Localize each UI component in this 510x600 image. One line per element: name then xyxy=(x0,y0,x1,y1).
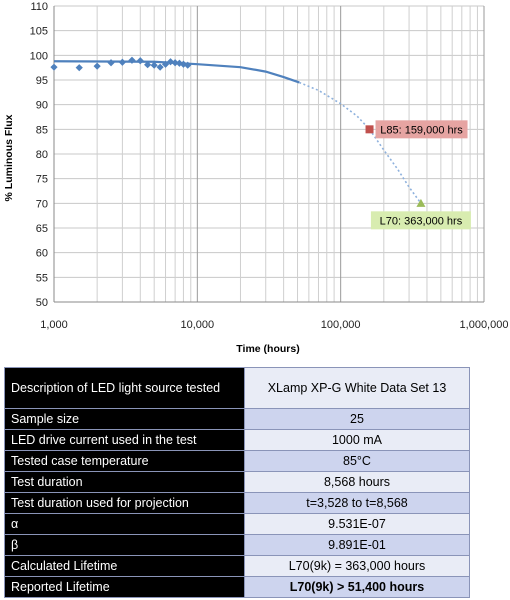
measured-point xyxy=(50,63,58,71)
measured-point xyxy=(93,62,101,70)
measured-point xyxy=(128,56,136,64)
l70-callout-box xyxy=(370,211,471,230)
row-label: Calculated Lifetime xyxy=(4,555,245,577)
y-tick-label: 100 xyxy=(30,50,48,62)
fit-line-projection xyxy=(298,81,422,204)
series xyxy=(50,56,422,204)
y-tick-label: 50 xyxy=(36,297,48,309)
x-tick-label: 1,000 xyxy=(40,319,68,331)
x-axis-title: Time (hours) xyxy=(236,343,299,355)
row-label: β xyxy=(4,534,245,556)
row-value: L70(9k) = 363,000 hours xyxy=(244,555,470,577)
l85-marker xyxy=(365,125,374,134)
measured-point xyxy=(136,57,144,65)
test-summary-body: Description of LED light source tested XL… xyxy=(4,367,470,598)
y-tick-label: 95 xyxy=(36,75,48,87)
row-label: Sample size xyxy=(4,408,245,430)
measured-point xyxy=(171,59,179,67)
row-value: 8,568 hours xyxy=(244,471,470,493)
callouts: L85: 159,000 hrs L70: 363,000 hrs xyxy=(365,120,471,230)
measured-point xyxy=(161,60,170,68)
row-value: XLamp XP-G White Data Set 13 xyxy=(244,367,470,409)
row-value: L70(9k) > 51,400 hours xyxy=(244,576,470,598)
y-tick-label: 55 xyxy=(36,272,48,284)
l85-callout-box xyxy=(375,120,468,139)
test-summary-table: Description of LED light source tested XL… xyxy=(4,367,470,598)
row-label: Test duration used for projection xyxy=(4,492,245,514)
l70-marker xyxy=(416,198,426,207)
luminous-flux-chart: 50 55 60 65 70 75 80 85 90 95 100 105 110 1,000 10,000… xyxy=(3,1,509,355)
axes xyxy=(53,6,484,303)
row-label: Description of LED light source tested xyxy=(4,367,245,409)
y-tick-label: 60 xyxy=(36,248,48,260)
y-tick-label: 105 xyxy=(30,26,48,38)
table-row: Sample size 25 xyxy=(4,408,470,430)
row-value: 9.531E-07 xyxy=(244,513,470,535)
measured-point xyxy=(75,64,83,72)
row-value: t=3,528 to t=8,568 xyxy=(244,492,470,514)
row-label: Tested case temperature xyxy=(4,450,245,472)
y-axis-title: % Luminous Flux xyxy=(3,114,15,201)
tick-labels: 50 55 60 65 70 75 80 85 90 95 100 105 110 1,000 10,000… xyxy=(30,1,509,331)
x-tick-label: 1,000,000 xyxy=(460,319,509,331)
measured-point xyxy=(118,58,126,66)
row-value: 1000 mA xyxy=(244,429,470,451)
table-row: Tested case temperature 85°C xyxy=(4,450,470,472)
x-tick-label: 10,000 xyxy=(181,319,215,331)
l70-callout-label: L70: 363,000 hrs xyxy=(380,215,463,227)
row-label: α xyxy=(4,513,245,535)
grid-lines xyxy=(53,5,485,303)
y-tick-label: 90 xyxy=(36,100,48,112)
row-value: 85°C xyxy=(244,450,470,472)
y-tick-label: 70 xyxy=(36,198,48,210)
y-tick-label: 75 xyxy=(36,174,48,186)
row-value: 25 xyxy=(244,408,470,430)
table-row: α 9.531E-07 xyxy=(4,513,470,535)
row-label: LED drive current used in the test xyxy=(4,429,245,451)
table-row: Description of LED light source tested XL… xyxy=(4,367,470,409)
measured-point xyxy=(150,61,158,69)
table-row: Reported Lifetime L70(9k) > 51,400 hours xyxy=(4,576,470,598)
measured-point xyxy=(107,59,115,67)
y-tick-label: 80 xyxy=(36,149,48,161)
y-tick-label: 65 xyxy=(36,223,48,235)
y-tick-label: 110 xyxy=(30,1,48,13)
row-label: Reported Lifetime xyxy=(4,576,245,598)
x-tick-label: 100,000 xyxy=(321,319,361,331)
l85-callout-label: L85: 159,000 hrs xyxy=(380,124,463,136)
table-row: Calculated Lifetime L70(9k) = 363,000 hou… xyxy=(4,555,470,577)
row-label: Test duration xyxy=(4,471,245,493)
measured-point xyxy=(166,58,175,66)
table-row: β 9.891E-01 xyxy=(4,534,470,556)
table-row: Test duration used for projection t=3,528… xyxy=(4,492,470,514)
table-row: Test duration 8,568 hours xyxy=(4,471,470,493)
measured-point xyxy=(156,63,164,71)
measured-point xyxy=(184,61,192,69)
measured-point xyxy=(144,61,152,69)
table-row: LED drive current used in the test 1000 m… xyxy=(4,429,470,451)
y-tick-label: 85 xyxy=(36,124,48,136)
row-value: 9.891E-01 xyxy=(244,534,470,556)
